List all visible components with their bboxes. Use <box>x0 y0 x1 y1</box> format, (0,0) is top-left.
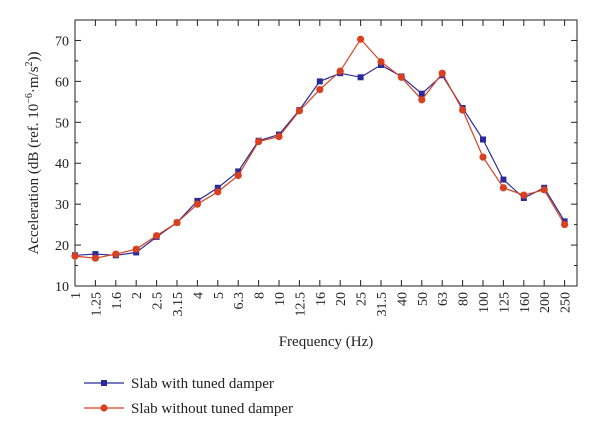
y-axis-title: Acceleration (dB (ref. 10−6·m/s2)) <box>24 51 42 254</box>
x-tick-label: 125 <box>497 292 512 313</box>
data-point-without-damper <box>520 191 528 199</box>
data-point-with-damper <box>235 168 242 175</box>
data-point-without-damper <box>377 58 385 66</box>
data-point-without-damper <box>234 171 242 180</box>
legend-marker-with-damper <box>101 380 107 386</box>
marks-layer <box>71 35 569 262</box>
data-point-without-damper <box>418 96 426 104</box>
x-tick-label: 100 <box>477 292 492 313</box>
data-point-with-damper <box>316 78 323 85</box>
data-point-with-damper <box>357 74 364 81</box>
x-tick-label: 12.5 <box>293 292 308 317</box>
legend: Slab with tuned damper Slab without tuned… <box>84 376 293 417</box>
x-tick-label: 10 <box>273 292 288 306</box>
x-tick-label: 1.6 <box>110 292 125 310</box>
x-tick-label: 2 <box>130 292 145 299</box>
data-point-without-damper <box>275 133 283 141</box>
data-point-without-damper <box>71 252 79 260</box>
data-point-without-damper <box>214 188 222 196</box>
x-tick-label: 16 <box>314 292 329 306</box>
legend-label-without-damper: Slab without tuned damper <box>131 401 293 417</box>
x-tick-label: 20 <box>334 292 349 306</box>
data-point-without-damper <box>336 67 344 75</box>
x-tick-label: 160 <box>518 292 533 313</box>
x-tick-label: 31.5 <box>375 292 390 317</box>
x-tick-label: 50 <box>416 292 431 306</box>
data-point-with-damper <box>214 184 221 191</box>
x-tick-label: 63 <box>436 292 451 306</box>
y-axis-title-end: )) <box>26 51 42 61</box>
data-point-with-damper <box>92 251 99 258</box>
y-axis-title-mid: ·m/s <box>26 66 42 93</box>
y-tick-label: 10 <box>55 280 69 295</box>
data-point-without-damper <box>255 137 263 146</box>
data-point-without-damper <box>459 106 467 114</box>
data-point-without-damper <box>357 35 365 43</box>
data-point-without-damper <box>91 254 99 262</box>
x-tick-label: 3.15 <box>171 292 186 317</box>
data-point-without-damper <box>132 245 140 253</box>
data-point-with-damper <box>418 90 425 97</box>
y-tick-label: 50 <box>55 116 69 131</box>
x-tick-label: 8 <box>253 292 268 299</box>
y-tick-label: 60 <box>55 75 69 90</box>
x-tick-label: 1 <box>69 292 84 299</box>
series-line-without-damper <box>74 38 566 259</box>
data-point-with-damper <box>500 176 507 183</box>
plot-frame <box>74 19 578 287</box>
x-tick-label: 250 <box>559 292 574 313</box>
x-tick-label: 80 <box>457 292 472 306</box>
y-axis-title-exp2: 2 <box>24 61 35 66</box>
data-point-without-damper <box>153 232 161 240</box>
data-point-without-damper <box>173 218 181 227</box>
data-point-without-damper <box>561 221 569 229</box>
data-point-without-damper <box>499 184 507 192</box>
x-tick-label: 6.3 <box>232 292 247 310</box>
y-tick-label: 70 <box>55 34 69 49</box>
data-point-without-damper <box>540 186 548 194</box>
data-point-without-damper <box>193 200 201 208</box>
data-point-without-damper <box>316 85 324 94</box>
series-line-with-damper <box>74 64 566 256</box>
axes-layer: 10 20 30 40 50 60 70 1 1.25 1.6 2 2.5 3.15 4 5 6.3 8 10 12… <box>55 20 577 317</box>
y-axis-title-exp1: −6 <box>24 93 35 104</box>
x-tick-label: 1.25 <box>89 292 104 317</box>
y-tick-label: 30 <box>55 198 69 213</box>
data-point-without-damper <box>295 107 303 115</box>
data-point-with-damper <box>480 136 486 143</box>
data-point-without-damper <box>479 153 487 161</box>
x-tick-label: 2.5 <box>151 292 166 310</box>
y-axis-title-main: Acceleration (dB (ref. 10 <box>26 104 42 255</box>
x-tick-label: 200 <box>538 292 553 313</box>
data-point-without-damper <box>112 250 120 258</box>
x-tick-label: 5 <box>212 292 227 299</box>
data-point-without-damper <box>438 69 446 77</box>
x-tick-label: 4 <box>191 292 206 299</box>
x-axis-title: Frequency (Hz) <box>279 334 374 350</box>
legend-label-with-damper: Slab with tuned damper <box>131 376 274 392</box>
legend-marker-without-damper <box>100 404 108 412</box>
y-tick-label: 40 <box>55 157 69 172</box>
x-tick-label: 40 <box>395 292 410 306</box>
x-tick-label: 25 <box>355 292 370 306</box>
y-tick-label: 20 <box>55 239 69 254</box>
data-point-without-damper <box>397 73 405 81</box>
